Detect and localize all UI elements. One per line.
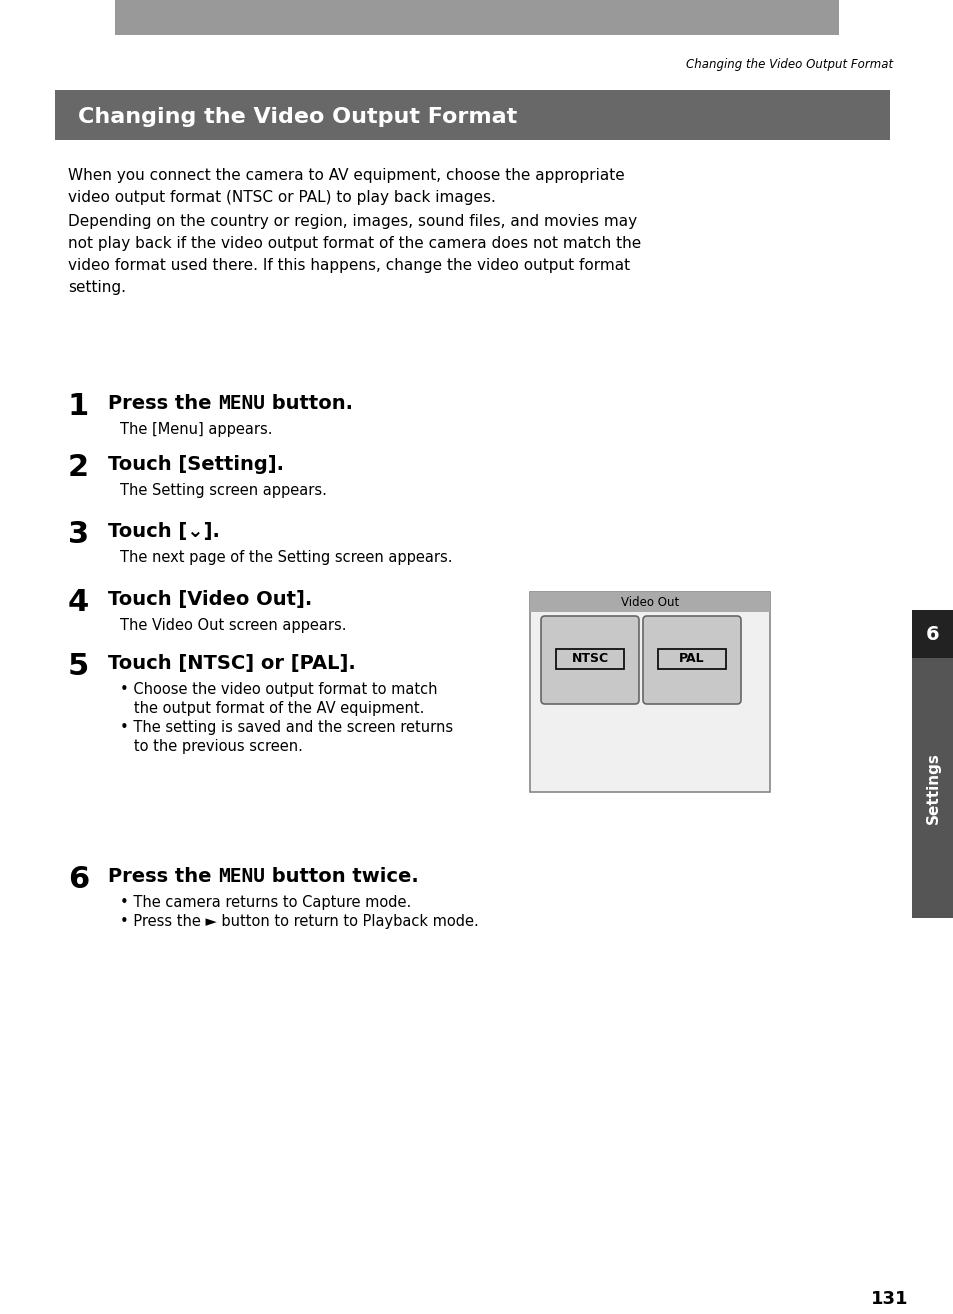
Text: • The camera returns to Capture mode.: • The camera returns to Capture mode. bbox=[120, 895, 411, 911]
Text: Settings: Settings bbox=[924, 752, 940, 824]
FancyBboxPatch shape bbox=[642, 616, 740, 704]
Bar bbox=[115, 0, 838, 35]
Text: 4: 4 bbox=[68, 587, 90, 618]
Bar bbox=[911, 658, 953, 918]
Text: Changing the Video Output Format: Changing the Video Output Format bbox=[78, 106, 517, 127]
Text: Touch [Setting].: Touch [Setting]. bbox=[108, 455, 284, 474]
Text: The next page of the Setting screen appears.: The next page of the Setting screen appe… bbox=[120, 551, 452, 565]
FancyBboxPatch shape bbox=[658, 649, 725, 669]
Text: button twice.: button twice. bbox=[265, 867, 418, 886]
Text: The Video Out screen appears.: The Video Out screen appears. bbox=[120, 618, 346, 633]
Text: 131: 131 bbox=[870, 1290, 908, 1307]
Text: not play back if the video output format of the camera does not match the: not play back if the video output format… bbox=[68, 237, 640, 251]
Text: 5: 5 bbox=[68, 652, 90, 681]
Text: NTSC: NTSC bbox=[571, 653, 608, 665]
Text: MENU: MENU bbox=[218, 394, 265, 413]
Text: Press the: Press the bbox=[108, 867, 218, 886]
Bar bbox=[55, 89, 889, 141]
Text: 2: 2 bbox=[68, 453, 89, 482]
Text: video output format (NTSC or PAL) to play back images.: video output format (NTSC or PAL) to pla… bbox=[68, 191, 496, 205]
FancyBboxPatch shape bbox=[556, 649, 623, 669]
Text: button.: button. bbox=[265, 394, 353, 413]
Text: MENU: MENU bbox=[218, 867, 265, 886]
Text: • Choose the video output format to match: • Choose the video output format to matc… bbox=[120, 682, 437, 696]
Text: Depending on the country or region, images, sound files, and movies may: Depending on the country or region, imag… bbox=[68, 214, 637, 229]
Text: When you connect the camera to AV equipment, choose the appropriate: When you connect the camera to AV equipm… bbox=[68, 168, 624, 183]
Text: video format used there. If this happens, change the video output format: video format used there. If this happens… bbox=[68, 258, 630, 273]
Bar bbox=[530, 593, 769, 612]
Bar bbox=[530, 593, 769, 792]
Text: 6: 6 bbox=[68, 865, 90, 894]
Text: 3: 3 bbox=[68, 520, 89, 549]
Text: Video Out: Video Out bbox=[620, 595, 679, 608]
Text: • The setting is saved and the screen returns: • The setting is saved and the screen re… bbox=[120, 720, 453, 735]
Text: PAL: PAL bbox=[679, 653, 704, 665]
Text: 6: 6 bbox=[925, 624, 939, 644]
Text: The [Menu] appears.: The [Menu] appears. bbox=[120, 422, 273, 438]
Text: Press the: Press the bbox=[108, 394, 218, 413]
Text: Touch [Video Out].: Touch [Video Out]. bbox=[108, 590, 312, 608]
Text: setting.: setting. bbox=[68, 280, 126, 296]
Text: The Setting screen appears.: The Setting screen appears. bbox=[120, 484, 327, 498]
Text: • Press the ► button to return to Playback mode.: • Press the ► button to return to Playba… bbox=[120, 915, 478, 929]
Bar bbox=[911, 610, 953, 658]
Text: Touch [NTSC] or [PAL].: Touch [NTSC] or [PAL]. bbox=[108, 654, 355, 673]
Text: 1: 1 bbox=[68, 392, 90, 420]
Text: Changing the Video Output Format: Changing the Video Output Format bbox=[685, 58, 892, 71]
Text: the output format of the AV equipment.: the output format of the AV equipment. bbox=[120, 700, 424, 716]
Text: to the previous screen.: to the previous screen. bbox=[120, 738, 302, 754]
Text: Touch [⌄].: Touch [⌄]. bbox=[108, 522, 219, 541]
FancyBboxPatch shape bbox=[540, 616, 639, 704]
